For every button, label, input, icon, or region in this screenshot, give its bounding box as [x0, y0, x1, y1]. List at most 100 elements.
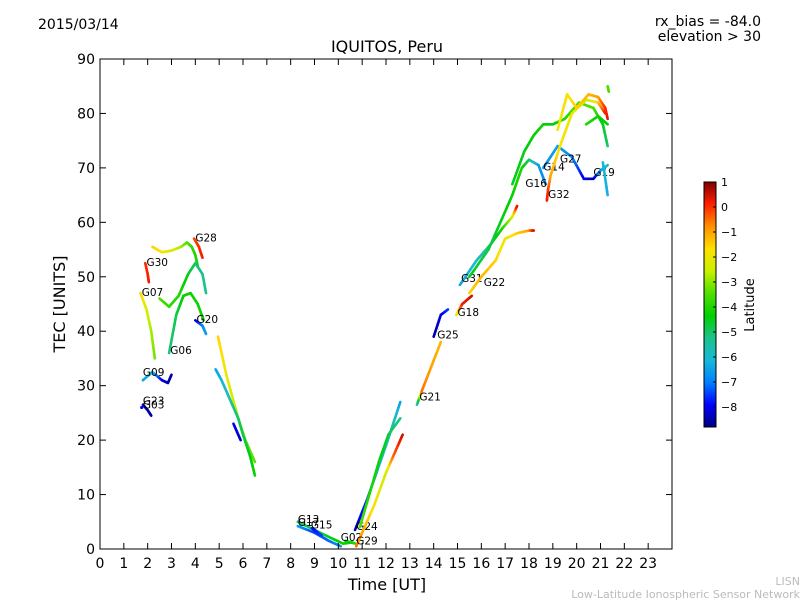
satellite-label: G30 [146, 257, 168, 269]
plot-area: G30G28G07G06G20G09G23G03G13G17G15G02G24G… [139, 84, 615, 548]
series-g03 [216, 335, 257, 464]
x-tick-label: 17 [496, 556, 514, 572]
x-axis-label: Time [UT] [347, 575, 426, 594]
x-tick-label: 11 [353, 556, 371, 572]
colorbar-tick-label: −5 [721, 326, 737, 339]
x-tick-label: 21 [592, 556, 610, 572]
x-tick-label: 16 [472, 556, 490, 572]
series-g09: G09 [141, 367, 173, 385]
colorbar-tick-label: −1 [721, 226, 737, 239]
satellite-label: G02 [341, 532, 363, 544]
y-tick-label: 70 [77, 161, 95, 177]
series-g18: G18 [455, 294, 480, 319]
data-point [515, 204, 519, 209]
colorbar-tick-label: −8 [721, 401, 737, 414]
axes: 0 1 2 3 4 5 6 7 8 9 10 11 12 13 14 15 16 17 18 19 20 21 22 2301… [77, 52, 672, 572]
y-tick-label: 0 [86, 542, 95, 558]
data-point [201, 316, 205, 322]
footer-network-name: Low-Latitude Ionospheric Sensor Network [571, 588, 800, 600]
data-point [397, 417, 402, 422]
series-g29b [358, 417, 402, 529]
footer-network-acronym: LISN [775, 575, 800, 588]
satellite-label: G09 [143, 367, 165, 379]
colorbar-tick-label: −6 [721, 351, 737, 364]
x-tick-label: 20 [568, 556, 586, 572]
x-tick-label: 15 [449, 556, 467, 572]
y-tick-label: 30 [77, 379, 95, 395]
x-tick-label: 5 [215, 556, 224, 572]
colorbar-tick-label: 0 [721, 201, 728, 214]
series-g32: G32 [545, 98, 607, 202]
x-tick-label: 22 [615, 556, 633, 572]
series-g29: G29 [354, 433, 404, 548]
y-tick-label: 10 [77, 488, 95, 504]
data-point [445, 308, 450, 312]
x-tick-label: 12 [377, 556, 395, 572]
satellite-label: G17 [298, 517, 320, 529]
satellite-label: G28 [195, 232, 217, 244]
series-g21: G21 [415, 340, 443, 407]
series-g07 [158, 261, 208, 309]
satellite-label: G06 [170, 345, 192, 357]
y-tick-label: 60 [77, 215, 95, 231]
satellite-label: G22 [484, 277, 506, 289]
series-g20c [232, 422, 242, 442]
colorbar-tick-label: −7 [721, 376, 737, 389]
series-g19b [556, 93, 609, 132]
x-tick-label: 3 [167, 556, 176, 572]
data-point [238, 436, 242, 442]
x-tick-label: 1 [119, 556, 128, 572]
series-g28: G28 [192, 232, 217, 260]
y-tick-label: 40 [77, 324, 95, 340]
colorbar: Latitude 1 0 −1 −2 −3 −4 −5 −6 −7 −8 [703, 176, 758, 428]
satellite-label: G15 [311, 519, 333, 531]
y-axis-label: TEC [UNITS] [50, 256, 69, 354]
colorbar-scale [703, 181, 717, 428]
x-tick-label: 10 [329, 556, 347, 572]
series-g03: G03 [140, 400, 164, 412]
date-label: 2015/03/14 [38, 17, 119, 33]
data-point [253, 471, 257, 477]
data-point [605, 189, 609, 197]
satellite-label: G13 [298, 514, 320, 526]
x-tick-label: 23 [639, 556, 657, 572]
y-tick-label: 20 [77, 433, 95, 449]
series-g16: G16 [468, 158, 547, 279]
satellite-label: G07 [142, 287, 164, 299]
satellite-label: G27 [560, 153, 582, 165]
y-tick-label: 80 [77, 106, 95, 122]
data-point [605, 163, 609, 168]
series-g06: G06 [167, 291, 205, 357]
y-tick-label: 50 [77, 270, 95, 286]
series-g19c [584, 114, 609, 126]
satellite-label: G32 [548, 189, 570, 201]
series-g20: G20 [194, 314, 219, 336]
data-point [140, 405, 144, 410]
colorbar-tick-label: −2 [721, 251, 737, 264]
satellite-label: G18 [458, 307, 480, 319]
x-tick-label: 19 [544, 556, 562, 572]
x-tick-label: 7 [262, 556, 271, 572]
series-g19d [601, 161, 609, 197]
series-g22: G22 [468, 229, 536, 295]
satellite-label: G20 [197, 314, 219, 326]
series-g20b [214, 368, 257, 477]
data-point [400, 433, 404, 439]
series-g19e [606, 84, 611, 93]
colorbar-label: Latitude [743, 278, 758, 332]
x-tick-label: 2 [143, 556, 152, 572]
x-tick-label: 13 [401, 556, 419, 572]
elevation-label: elevation > 30 [657, 29, 761, 45]
satellite-label: G25 [437, 329, 459, 341]
series-g27: G27 [511, 101, 609, 186]
satellite-label: G23 [143, 396, 165, 408]
rx-bias-label: rx_bias = -84.0 [654, 14, 761, 30]
chart-title: IQUITOS, Peru [331, 37, 443, 56]
data-point [319, 533, 323, 537]
series-g25: G25 [432, 308, 459, 341]
data-point [469, 294, 474, 299]
satellite-label: G03 [143, 400, 165, 412]
data-point [398, 400, 402, 407]
